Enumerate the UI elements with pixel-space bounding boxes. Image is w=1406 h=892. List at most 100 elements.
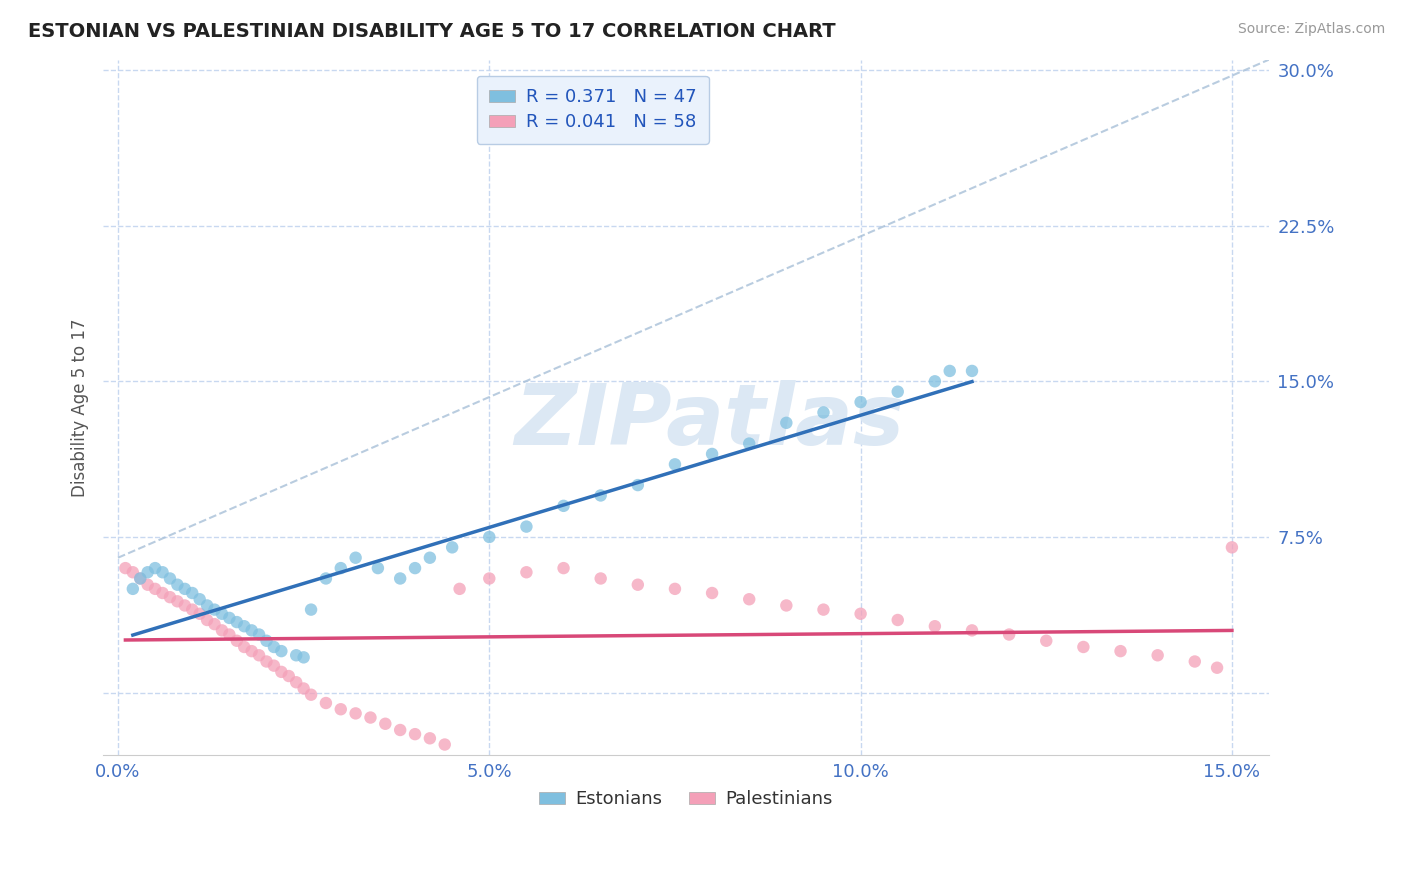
Point [1073, 640, 1095, 654]
Point [195, 599, 218, 613]
Point [1035, 633, 1057, 648]
Point [627, 478, 650, 492]
Point [478, 530, 501, 544]
Text: ZIPatlas: ZIPatlas [515, 380, 904, 463]
Point [924, 619, 946, 633]
Point [121, 582, 143, 596]
Point [938, 364, 960, 378]
Point [1184, 655, 1206, 669]
Point [152, 586, 174, 600]
Point [218, 627, 240, 641]
Point [225, 615, 247, 629]
Point [664, 458, 686, 472]
Point [159, 572, 181, 586]
Point [515, 566, 537, 580]
Point [247, 648, 270, 663]
Point [887, 384, 910, 399]
Text: ESTONIAN VS PALESTINIAN DISABILITY AGE 5 TO 17 CORRELATION CHART: ESTONIAN VS PALESTINIAN DISABILITY AGE 5… [28, 22, 835, 41]
Point [589, 572, 612, 586]
Point [188, 592, 211, 607]
Point [419, 550, 441, 565]
Point [195, 613, 218, 627]
Point [188, 607, 211, 621]
Point [775, 599, 797, 613]
Point [136, 566, 159, 580]
Point [404, 561, 426, 575]
Point [211, 624, 233, 638]
Point [270, 665, 292, 679]
Point [129, 572, 152, 586]
Point [1220, 541, 1243, 555]
Point [152, 566, 174, 580]
Point [1109, 644, 1132, 658]
Point [211, 607, 233, 621]
Point [1146, 648, 1168, 663]
Point [143, 582, 166, 596]
Point [315, 696, 337, 710]
Point [299, 688, 322, 702]
Point [813, 405, 835, 419]
Point [240, 644, 263, 658]
Point [225, 633, 247, 648]
Y-axis label: Disability Age 5 to 17: Disability Age 5 to 17 [72, 318, 89, 497]
Point [299, 602, 322, 616]
Point [292, 681, 315, 696]
Point [1206, 661, 1229, 675]
Point [775, 416, 797, 430]
Point [433, 738, 456, 752]
Point [515, 519, 537, 533]
Point [263, 640, 285, 654]
Point [627, 578, 650, 592]
Point [700, 447, 723, 461]
Point [998, 627, 1021, 641]
Point [285, 675, 308, 690]
Point [924, 374, 946, 388]
Point [738, 592, 761, 607]
Point [738, 436, 761, 450]
Point [329, 702, 352, 716]
Point [233, 619, 256, 633]
Text: Source: ZipAtlas.com: Source: ZipAtlas.com [1237, 22, 1385, 37]
Point [173, 599, 195, 613]
Point [553, 561, 575, 575]
Legend: Estonians, Palestinians: Estonians, Palestinians [531, 783, 841, 815]
Point [849, 607, 872, 621]
Point [664, 582, 686, 596]
Point [173, 582, 195, 596]
Point [204, 617, 226, 632]
Point [256, 633, 278, 648]
Point [419, 731, 441, 746]
Point [813, 602, 835, 616]
Point [589, 488, 612, 502]
Point [887, 613, 910, 627]
Point [233, 640, 256, 654]
Point [181, 602, 204, 616]
Point [121, 566, 143, 580]
Point [256, 655, 278, 669]
Point [263, 658, 285, 673]
Point [344, 550, 367, 565]
Point [553, 499, 575, 513]
Point [700, 586, 723, 600]
Point [285, 648, 308, 663]
Point [277, 669, 299, 683]
Point [374, 716, 396, 731]
Point [389, 572, 412, 586]
Point [240, 624, 263, 638]
Point [441, 541, 464, 555]
Point [359, 710, 381, 724]
Point [218, 611, 240, 625]
Point [114, 561, 136, 575]
Point [159, 590, 181, 604]
Point [960, 624, 983, 638]
Point [166, 578, 188, 592]
Point [389, 723, 412, 737]
Point [315, 572, 337, 586]
Point [292, 650, 315, 665]
Point [404, 727, 426, 741]
Point [270, 644, 292, 658]
Point [181, 586, 204, 600]
Point [344, 706, 367, 721]
Point [247, 627, 270, 641]
Point [478, 572, 501, 586]
